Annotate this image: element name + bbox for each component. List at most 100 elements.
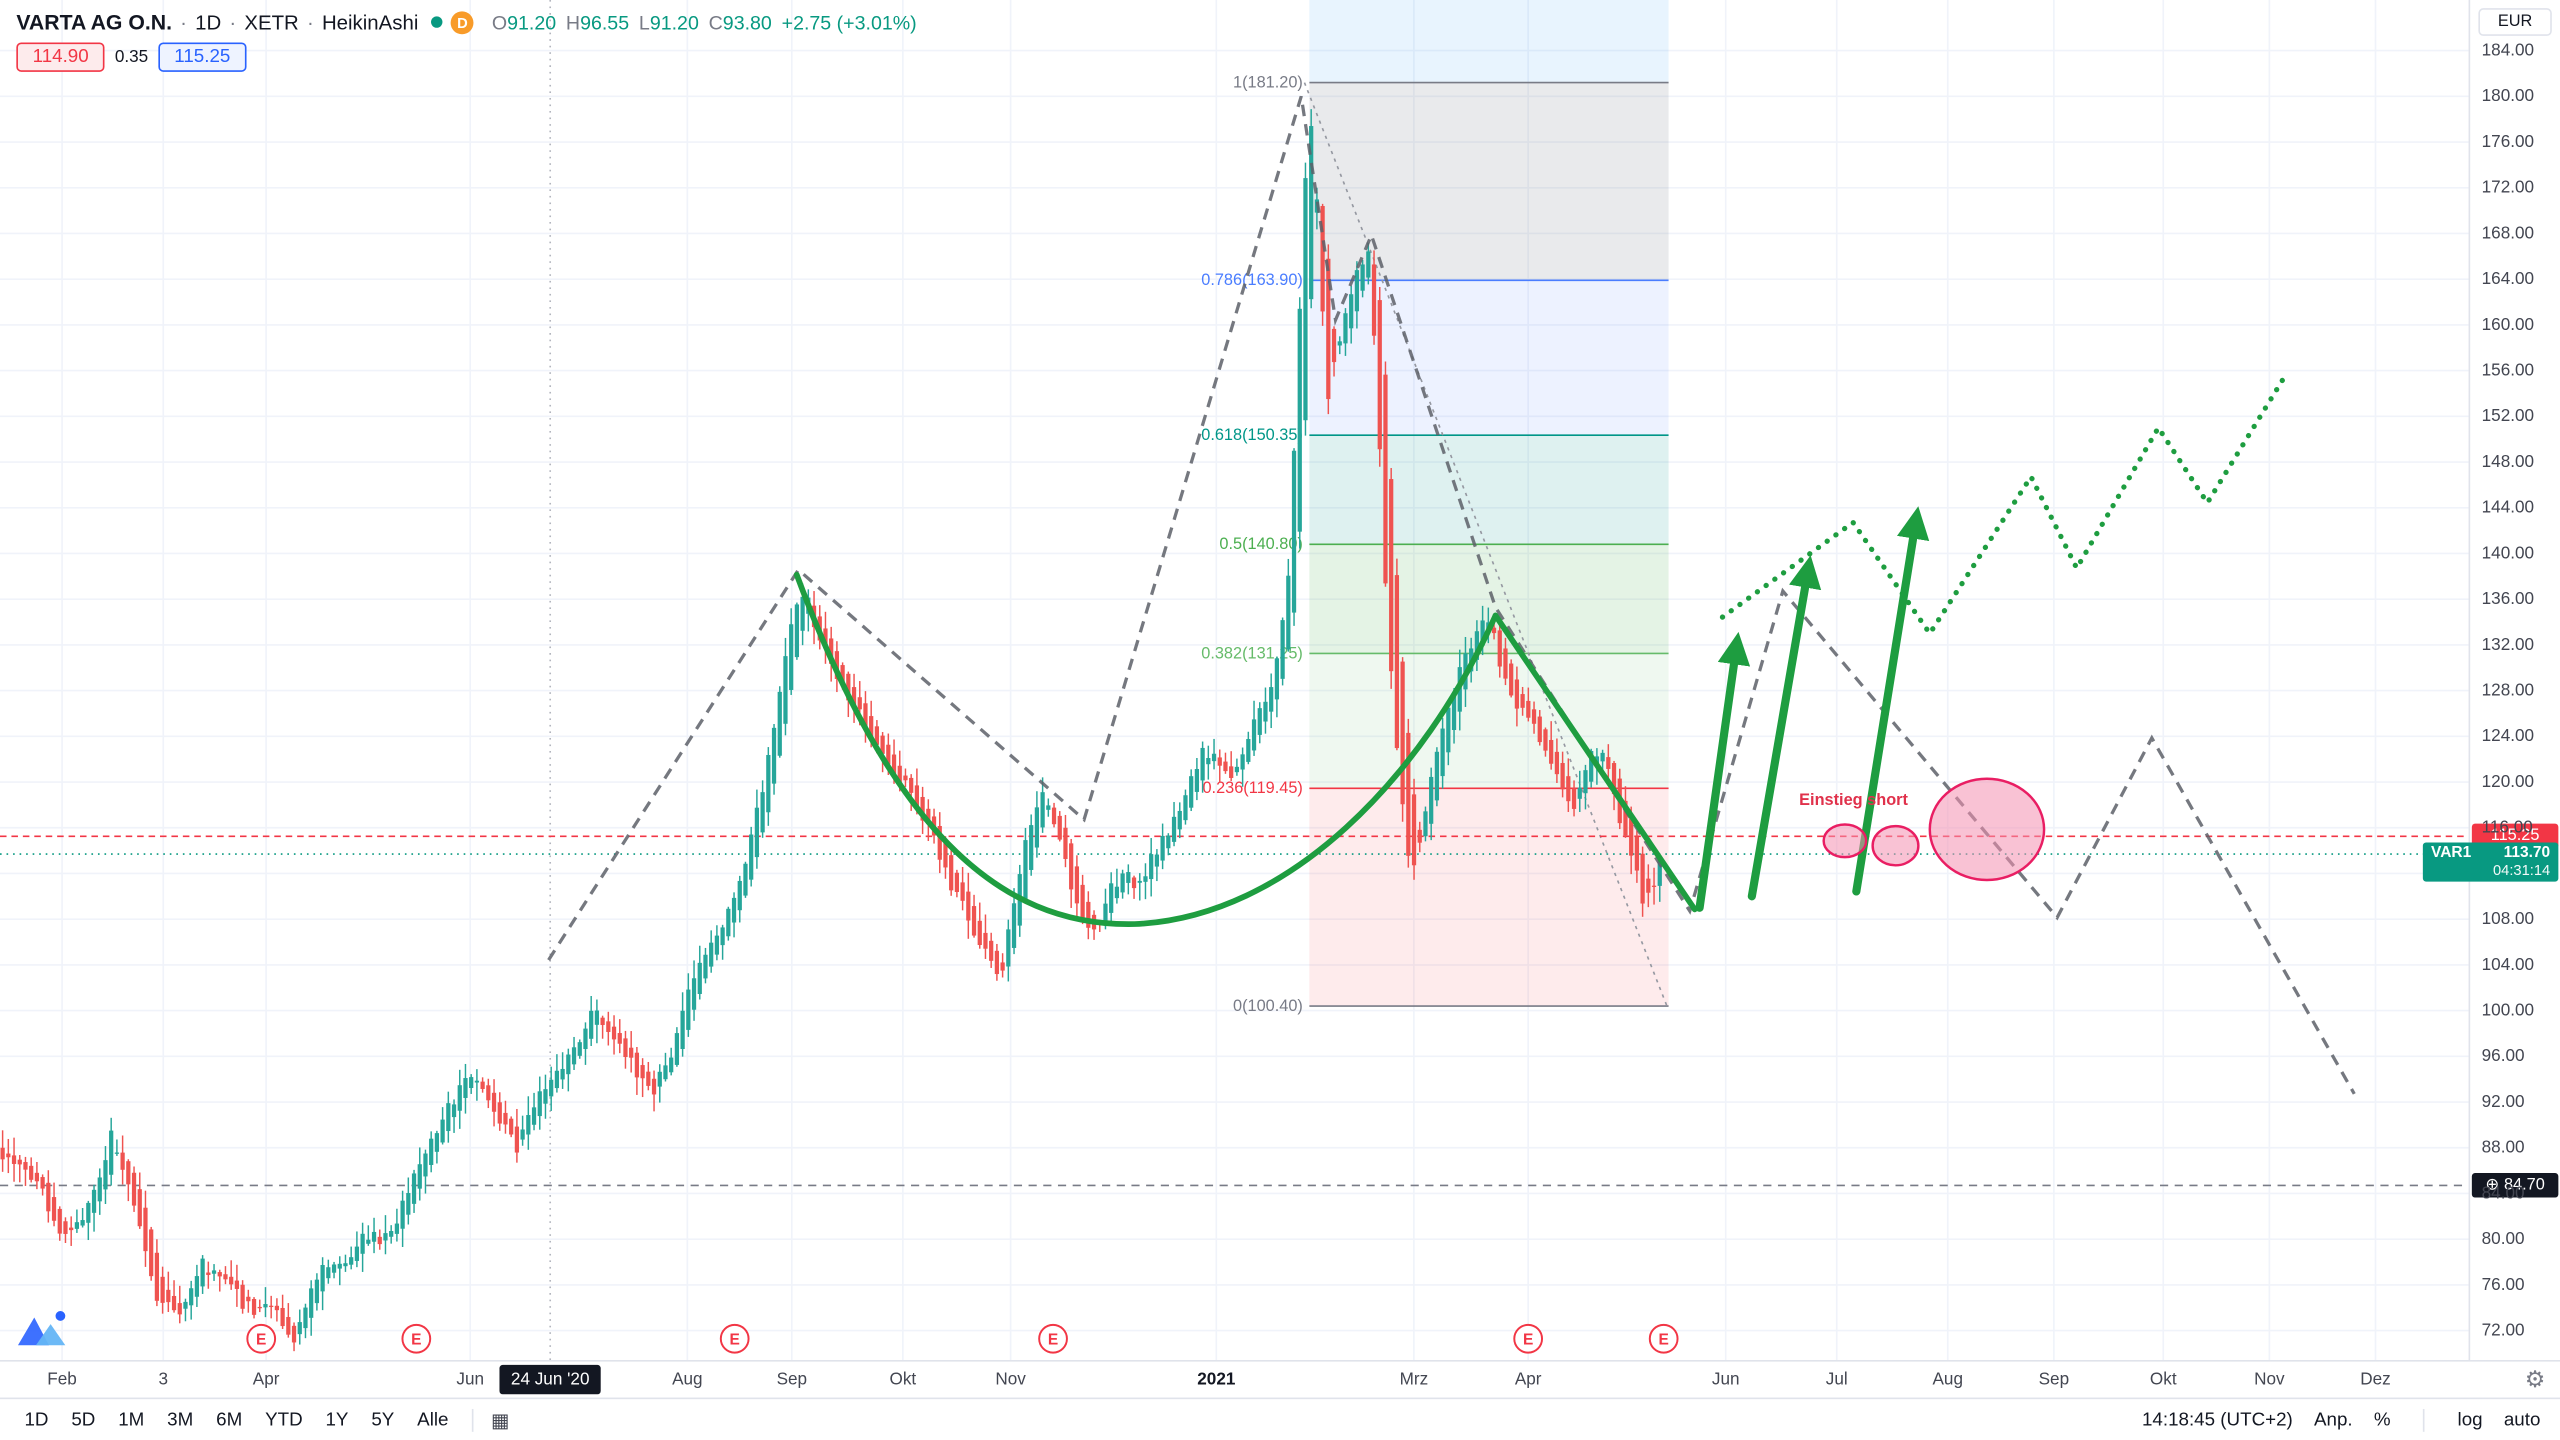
fib-level-label: 0.786(163.90) — [1201, 271, 1303, 289]
range-button-6m[interactable]: 6M — [216, 1409, 243, 1430]
price-tick: 76.00 — [2481, 1275, 2525, 1295]
exchange-label[interactable]: XETR — [244, 10, 299, 34]
price-tick: 92.00 — [2481, 1092, 2525, 1112]
delayed-data-badge[interactable]: D — [451, 10, 474, 34]
time-tick: Jun — [456, 1369, 485, 1390]
short-entry-label: Einstieg short — [1799, 791, 1908, 809]
fib-level-label: 0.236(119.45) — [1202, 779, 1302, 797]
logo-sun-icon — [55, 1311, 66, 1321]
gear-icon[interactable]: ⚙ — [2524, 1365, 2546, 1392]
toolbar-right: 14:18:45 (UTC+2) Anp.% log auto — [2141, 1408, 2560, 1432]
price-tick: 180.00 — [2481, 86, 2535, 107]
svg-text:E: E — [1048, 1331, 1058, 1348]
range-button-alle[interactable]: Alle — [417, 1409, 449, 1430]
time-tick: Jun — [1711, 1369, 1740, 1390]
time-tick: 2021 — [1197, 1369, 1236, 1390]
price-tick: 84.00 — [2481, 1183, 2525, 1204]
tradingview-logo[interactable] — [16, 1306, 75, 1348]
high-value: 96.55 — [580, 10, 630, 34]
sell-button[interactable]: 114.90 — [16, 42, 106, 72]
separator: · — [306, 10, 314, 34]
time-axis[interactable]: 24 Jun '20 ⚙ Feb 3 Apr Jun Aug Sep Okt Nov 2021 M… — [0, 1359, 2560, 1398]
time-tick: Sep — [2038, 1369, 2070, 1390]
tracked-price-badge: ⊕ 84.70 — [2471, 1173, 2559, 1198]
divider — [471, 1408, 473, 1432]
range-button-1m[interactable]: 1M — [118, 1409, 145, 1430]
current-price-badge: VAR1 113.70 04:31:14 — [2422, 842, 2559, 882]
price-tick: 156.00 — [2481, 360, 2535, 381]
time-tick: Apr — [252, 1369, 280, 1390]
price-tick: 120.00 — [2481, 772, 2535, 792]
time-tick: Aug — [1932, 1369, 1964, 1390]
drawings[interactable]: Einstieg short — [547, 95, 2356, 1095]
buy-button[interactable]: 115.25 — [157, 42, 247, 72]
earnings-icon — [719, 1323, 750, 1354]
earnings-icon — [246, 1323, 277, 1354]
calendar-icon[interactable]: ▦ — [490, 1408, 510, 1432]
short-zone-ellipse — [1822, 823, 1868, 859]
symbol-name[interactable]: VARTA AG O.N. — [16, 9, 172, 35]
earnings-icon — [1648, 1323, 1679, 1354]
short-zone-ellipse — [1871, 824, 1920, 867]
range-button-5d[interactable]: 5D — [71, 1409, 96, 1430]
range-button-5y[interactable]: 5Y — [371, 1409, 395, 1430]
price-tick: 96.00 — [2481, 1046, 2525, 1067]
chart-pane[interactable]: 1(181.20) 0.786(163.90) 0.618(150.35) 0.5(1… — [0, 0, 2469, 1360]
ohlc-values: O91.20 H96.55 L91.20 C93.80 +2.75 (+3.01… — [492, 11, 917, 34]
earnings-icon — [1038, 1323, 1068, 1354]
toolbar-log[interactable]: log — [2457, 1409, 2483, 1430]
bottom-toolbar: 1D 5D 1M 3M 6M YTD 1Y 5Y Alle ▦ 14:18:45 (UTC+2) … — [0, 1397, 2560, 1440]
price-chart[interactable]: 1(181.20) 0.786(163.90) 0.618(150.35) 0.5(1… — [0, 0, 2469, 1360]
price-tick: 108.00 — [2481, 909, 2535, 929]
currency-button[interactable]: EUR — [2478, 8, 2552, 36]
range-button-3m[interactable]: 3M — [167, 1409, 194, 1430]
price-tick: 168.00 — [2481, 223, 2535, 244]
separator: · — [229, 10, 237, 34]
price-tick: 148.00 — [2481, 452, 2535, 472]
chart-style-label[interactable]: HeikinAshi — [321, 10, 419, 34]
up-arrow — [1747, 555, 1822, 901]
clock-display[interactable]: 14:18:45 (UTC+2) — [2141, 1409, 2293, 1430]
earnings-icon — [401, 1323, 432, 1354]
range-button-1d[interactable]: 1D — [24, 1409, 49, 1430]
toolbar-anp[interactable]: Anp. — [2314, 1409, 2353, 1430]
low-label: L — [638, 10, 650, 34]
plus-circle-icon: ⊕ — [2485, 1176, 2500, 1195]
interval-button[interactable]: 1D — [195, 10, 222, 34]
price-tick: 88.00 — [2481, 1137, 2525, 1158]
earnings-icon — [1513, 1323, 1544, 1354]
price-tick: 172.00 — [2481, 177, 2535, 198]
price-tick: 124.00 — [2481, 726, 2535, 747]
price-tick: 140.00 — [2481, 543, 2535, 564]
high-label: H — [565, 10, 581, 34]
time-tick: 3 — [158, 1369, 169, 1390]
time-tick: Nov — [995, 1369, 1026, 1390]
bar-countdown: 04:31:14 — [2492, 862, 2551, 879]
range-button-ytd[interactable]: YTD — [265, 1409, 303, 1430]
svg-text:E: E — [730, 1331, 740, 1348]
series-name: VAR1 — [2431, 844, 2472, 863]
logo-mountain2-icon — [35, 1324, 66, 1346]
grid — [0, 0, 2469, 1360]
price-tick: 164.00 — [2481, 269, 2535, 289]
time-tick: Dez — [2360, 1369, 2391, 1390]
change-value: +2.75 (+3.01%) — [781, 10, 917, 34]
fib-level-label: 1(181.20) — [1233, 74, 1303, 92]
time-tick: Jul — [1825, 1369, 1848, 1390]
cup-curve — [793, 571, 1499, 927]
time-tick: Okt — [889, 1369, 917, 1390]
up-arrow — [1852, 506, 1930, 896]
price-axis[interactable]: EUR 115.25 VAR1 113.70 04:31:14 ⊕ 84.70 184.00… — [2422, 0, 2560, 1360]
up-arrow — [1695, 631, 1751, 912]
range-button-1y[interactable]: 1Y — [325, 1409, 349, 1430]
chart-legend: VARTA AG O.N. · 1D · XETR · HeikinAshi D… — [16, 9, 917, 72]
low-value: 91.20 — [649, 10, 699, 34]
toolbar-percent[interactable]: % — [2373, 1409, 2391, 1430]
svg-text:E: E — [1658, 1331, 1668, 1348]
short-zone-ellipse — [1928, 777, 2046, 882]
toolbar-auto[interactable]: auto — [2503, 1409, 2541, 1430]
price-tick: 152.00 — [2481, 406, 2535, 427]
price-tick: 80.00 — [2481, 1229, 2525, 1249]
